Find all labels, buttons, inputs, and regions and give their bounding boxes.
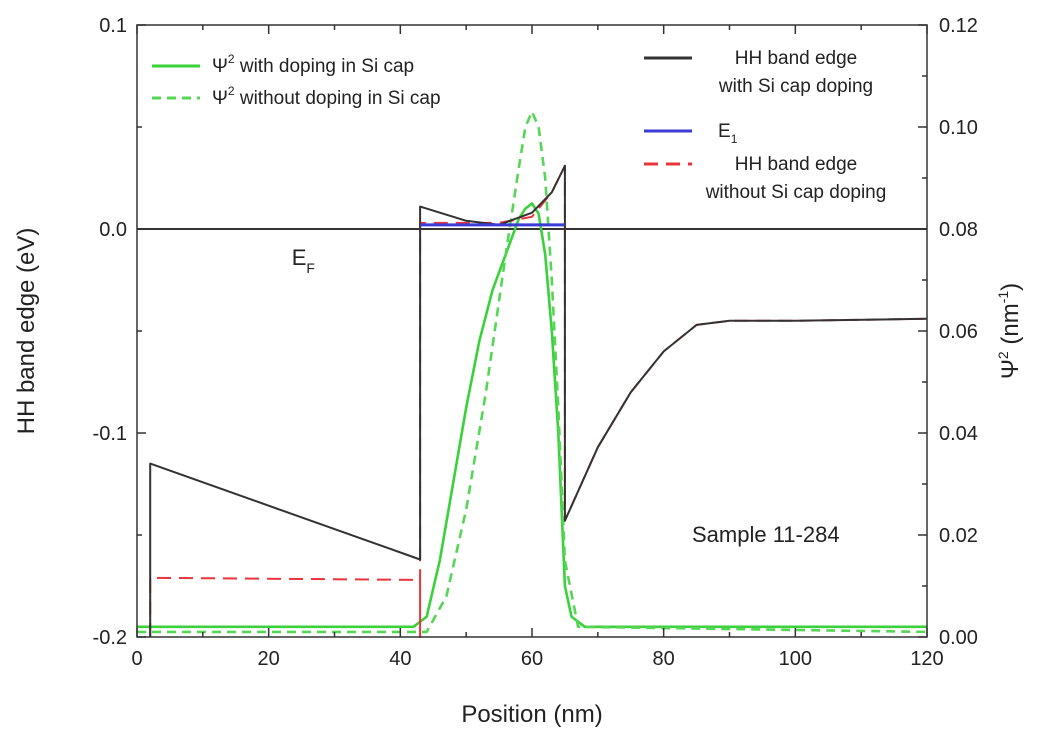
legend-right-label-line2: without Si cap doping bbox=[705, 182, 887, 203]
series-line-1 bbox=[149, 164, 928, 638]
y-left-tick-label: -0.2 bbox=[93, 627, 127, 649]
sample-label: Sample 11-284 bbox=[692, 522, 840, 547]
y-right-tick-label: 0.04 bbox=[939, 423, 978, 445]
x-tick-label: 40 bbox=[389, 648, 411, 670]
series-line-3 bbox=[137, 202, 927, 629]
x-tick-label: 20 bbox=[258, 648, 280, 670]
legend-left-label: Ψ2 without doping in Si cap bbox=[212, 84, 441, 109]
y-right-title-sup: 2 bbox=[995, 351, 1011, 359]
x-tick-label: 80 bbox=[653, 648, 675, 670]
axis-tick-labels: 0 20 40 60 80 100 120 -0.2 -0.1 0.0 0.1 0.00 0.02 0.0… bbox=[93, 15, 978, 670]
plot-lines bbox=[137, 110, 928, 638]
y-left-tick-label: 0.0 bbox=[99, 219, 127, 241]
legend-right-label: E1 bbox=[718, 121, 738, 146]
y-left-tick-label: -0.1 bbox=[93, 423, 127, 445]
y-right-tick-label: 0.12 bbox=[939, 15, 978, 37]
x-tick-label: 60 bbox=[521, 648, 543, 670]
legend-right-label: HH band edge bbox=[735, 48, 858, 69]
y-right-title-psi: Ψ bbox=[997, 359, 1024, 379]
series-line-0 bbox=[149, 164, 928, 637]
y-right-tick-label: 0.06 bbox=[939, 321, 978, 343]
fermi-label-main: E bbox=[292, 245, 307, 270]
legend-right-label-line2: with Si cap doping bbox=[718, 76, 873, 97]
y-right-tick-label: 0.08 bbox=[939, 219, 978, 241]
y-right-title-units-close: ) bbox=[997, 283, 1024, 291]
x-axis-title: Position (nm) bbox=[461, 701, 602, 728]
y-right-title-units-sup: -1 bbox=[995, 291, 1011, 304]
y-right-axis-title: Ψ2 (nm-1) bbox=[995, 283, 1024, 379]
fermi-label-sub: F bbox=[306, 260, 315, 276]
legend-left: Ψ2 with doping in Si cap Ψ2 without dopin… bbox=[152, 52, 441, 109]
legend-left-label: Ψ2 with doping in Si cap bbox=[212, 52, 414, 77]
x-tick-label: 0 bbox=[131, 648, 142, 670]
fermi-level-label: EF bbox=[292, 245, 315, 276]
legend-right: HH band edge with Si cap doping E1 HH band … bbox=[644, 48, 886, 203]
y-right-tick-label: 0.10 bbox=[939, 117, 978, 139]
y-left-axis-title: HH band edge (eV) bbox=[13, 228, 40, 435]
axis-ticks bbox=[136, 24, 928, 638]
x-tick-label: 120 bbox=[910, 648, 943, 670]
series-line-4 bbox=[137, 110, 928, 634]
y-right-tick-label: 0.00 bbox=[939, 627, 978, 649]
legend-right-label: HH band edge bbox=[735, 154, 858, 175]
y-left-tick-label: 0.1 bbox=[99, 15, 127, 37]
x-tick-label: 100 bbox=[779, 648, 812, 670]
y-right-title-units: (nm bbox=[997, 303, 1024, 351]
y-right-tick-label: 0.02 bbox=[939, 525, 978, 547]
